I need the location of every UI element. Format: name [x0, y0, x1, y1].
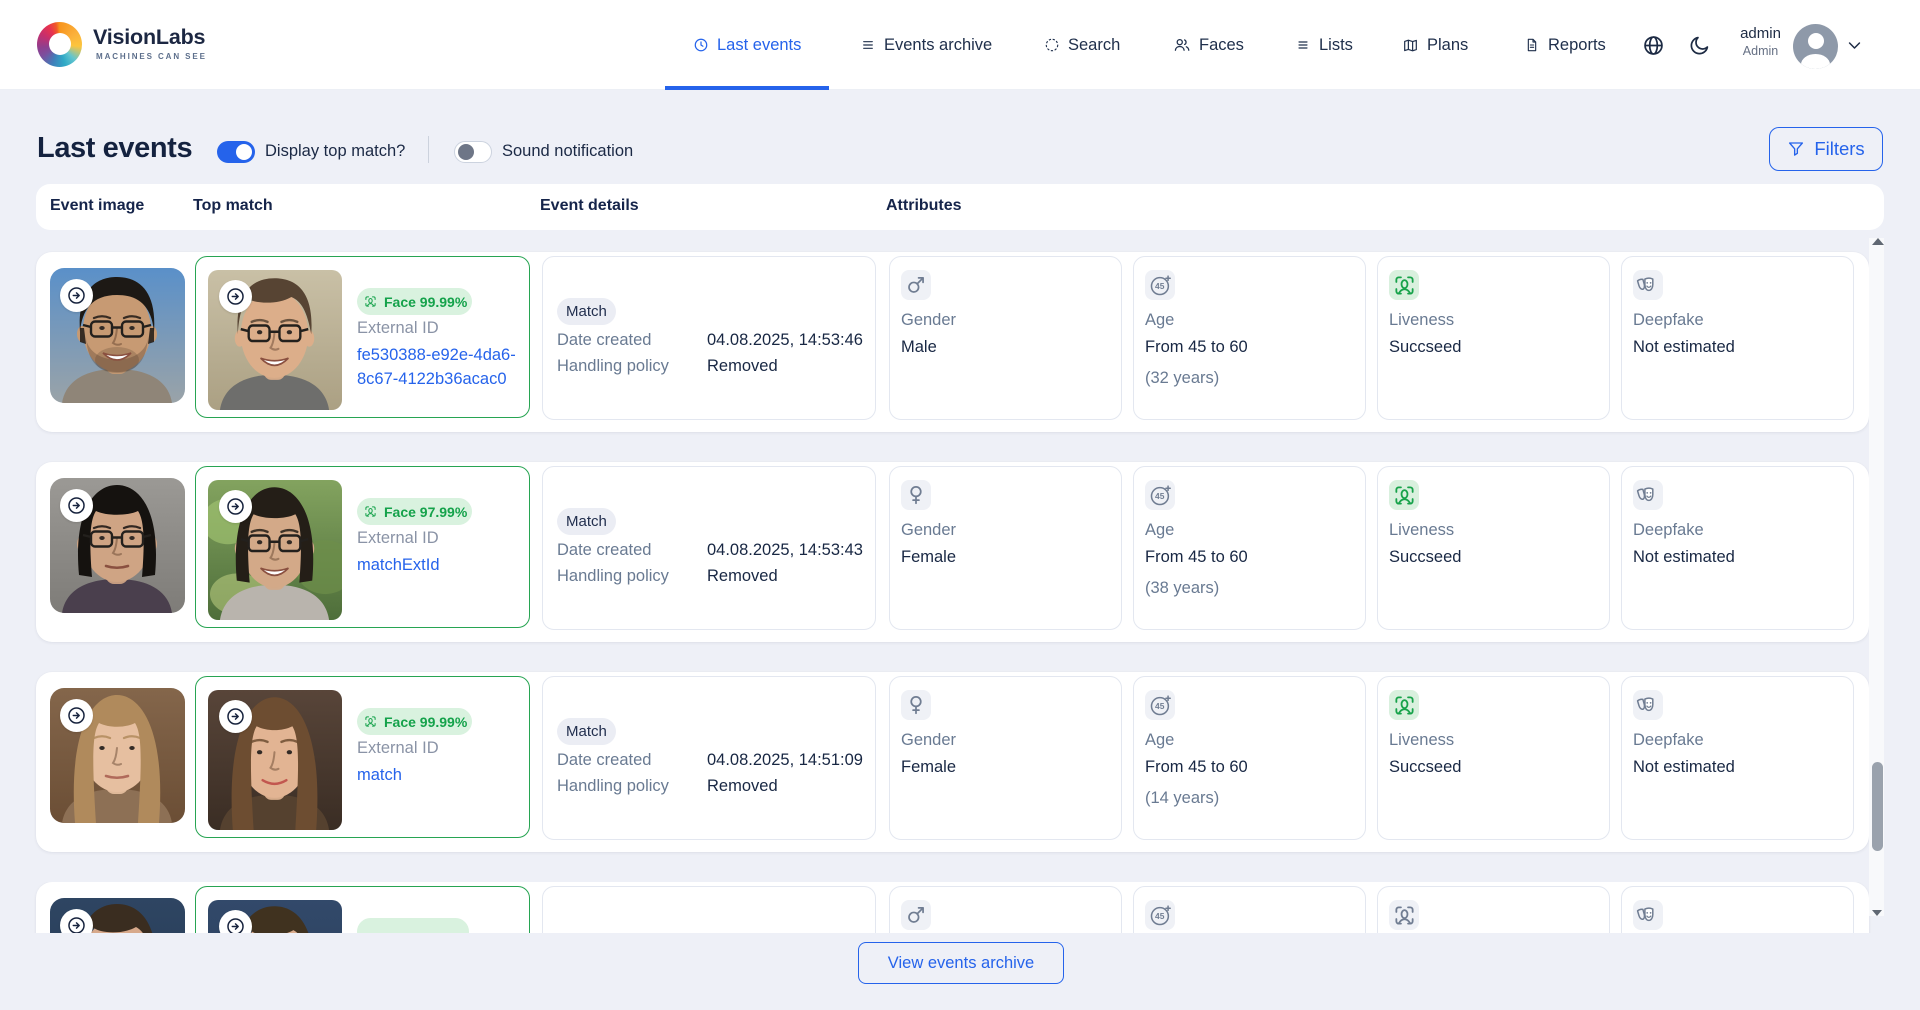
- svg-text:45: 45: [1155, 281, 1165, 291]
- svg-text:45: 45: [1155, 701, 1165, 711]
- svg-text:45: 45: [1155, 491, 1165, 501]
- svg-text:45: 45: [1155, 911, 1165, 921]
